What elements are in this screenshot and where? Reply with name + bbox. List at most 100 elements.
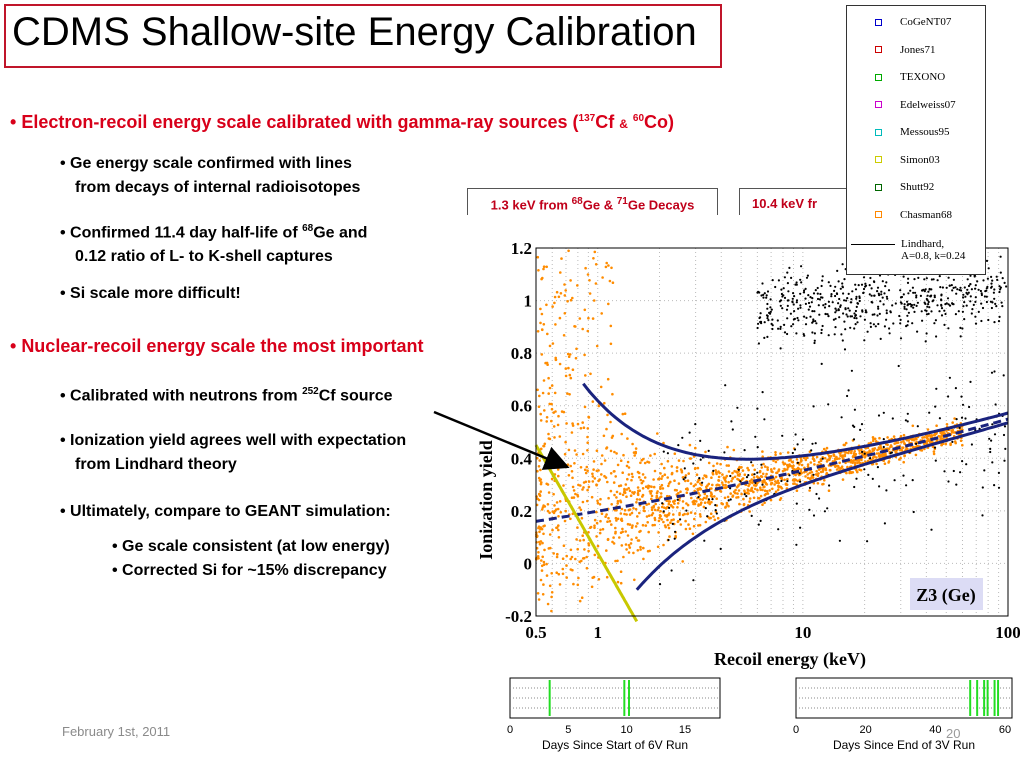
- data-point-neutron: [841, 478, 845, 481]
- data-point-neutron: [609, 420, 612, 424]
- data-point-neutron: [819, 470, 823, 474]
- data-point-background: [967, 291, 970, 294]
- data-point-background: [869, 457, 872, 460]
- data-point-neutron: [585, 566, 589, 570]
- data-point-background: [993, 484, 996, 487]
- data-point-neutron: [731, 471, 734, 475]
- data-point-background: [888, 332, 891, 335]
- data-point-background: [924, 309, 927, 312]
- data-point-neutron: [732, 448, 736, 452]
- data-point-background: [723, 451, 726, 454]
- data-point-neutron: [944, 442, 948, 446]
- data-point-neutron: [677, 482, 681, 485]
- data-point-neutron: [627, 473, 631, 476]
- data-point-background: [885, 295, 888, 298]
- data-point-neutron: [620, 432, 623, 436]
- data-point-background: [853, 485, 856, 489]
- data-point-neutron: [553, 504, 556, 507]
- data-point-neutron: [661, 475, 664, 478]
- data-point-background: [821, 457, 824, 460]
- data-point-background: [701, 481, 704, 484]
- data-point-neutron: [721, 502, 724, 506]
- data-point-neutron: [822, 447, 826, 451]
- data-point-background: [979, 289, 982, 293]
- data-point-background: [819, 292, 822, 296]
- data-point-background: [811, 321, 814, 324]
- data-point-neutron: [639, 529, 642, 533]
- data-point-neutron: [624, 483, 628, 486]
- data-point-neutron: [730, 479, 733, 483]
- data-point-background: [762, 293, 765, 296]
- data-point-neutron: [555, 501, 559, 504]
- data-point-background: [964, 417, 967, 420]
- data-point-neutron: [606, 480, 609, 484]
- data-point-background: [852, 438, 856, 441]
- data-point-background: [796, 443, 799, 446]
- data-point-neutron: [593, 250, 597, 254]
- data-point-neutron: [631, 442, 634, 446]
- legend-line-icon: [851, 243, 895, 245]
- data-point-neutron: [653, 518, 657, 522]
- data-point-neutron: [688, 443, 692, 447]
- data-point-neutron: [766, 468, 769, 472]
- data-point-background: [916, 330, 919, 333]
- data-point-neutron: [777, 468, 781, 471]
- data-point-neutron: [915, 438, 918, 441]
- data-point-background: [820, 328, 823, 331]
- data-point-background: [894, 302, 897, 305]
- data-point-background: [938, 417, 941, 420]
- data-point-neutron: [905, 447, 908, 451]
- data-point-neutron: [781, 461, 785, 464]
- data-point-neutron: [614, 475, 617, 478]
- data-point-neutron: [717, 484, 721, 487]
- data-point-neutron: [538, 542, 542, 546]
- data-point-neutron: [626, 460, 630, 464]
- data-point-neutron: [541, 555, 544, 559]
- data-point-background: [757, 523, 760, 526]
- data-point-neutron: [581, 452, 585, 456]
- data-point-neutron: [592, 257, 595, 260]
- data-point-background: [960, 416, 964, 419]
- data-point-neutron: [724, 476, 727, 480]
- data-point-neutron: [600, 473, 603, 476]
- data-point-background: [902, 275, 905, 278]
- data-point-background: [849, 301, 852, 304]
- data-point-background: [955, 292, 958, 295]
- data-point-neutron: [567, 474, 571, 477]
- data-point-neutron: [851, 459, 854, 463]
- data-point-background: [676, 498, 679, 501]
- data-point-background: [795, 543, 798, 546]
- data-point-neutron: [571, 485, 575, 489]
- data-point-neutron: [815, 455, 819, 459]
- data-point-neutron: [634, 447, 638, 450]
- data-point-background: [1003, 459, 1006, 462]
- data-point-neutron: [551, 305, 554, 308]
- data-point-neutron: [627, 487, 630, 490]
- legend-marker-icon: [875, 73, 882, 81]
- data-point-neutron: [626, 477, 629, 481]
- data-point-background: [915, 296, 918, 299]
- data-point-neutron: [716, 516, 720, 520]
- data-point-background: [915, 442, 918, 445]
- data-point-neutron: [598, 531, 602, 535]
- data-point-background: [818, 298, 821, 301]
- data-point-neutron: [629, 494, 633, 498]
- data-point-background: [1002, 433, 1006, 437]
- data-point-background: [997, 471, 1001, 474]
- data-point-neutron: [540, 312, 544, 316]
- data-point-neutron: [911, 445, 915, 449]
- data-point-background: [793, 295, 796, 298]
- data-point-background: [766, 335, 769, 338]
- data-point-neutron: [622, 555, 625, 559]
- data-point-neutron: [542, 525, 545, 528]
- data-point-background: [783, 323, 786, 326]
- data-point-neutron: [576, 495, 580, 498]
- data-point-neutron: [654, 502, 657, 506]
- data-point-background: [763, 321, 766, 324]
- data-point-neutron: [625, 495, 628, 499]
- data-point-neutron: [620, 517, 623, 521]
- data-point-neutron: [554, 358, 558, 362]
- data-point-background: [911, 479, 914, 482]
- data-point-neutron: [763, 501, 766, 505]
- legend-label: Simon03: [900, 153, 940, 166]
